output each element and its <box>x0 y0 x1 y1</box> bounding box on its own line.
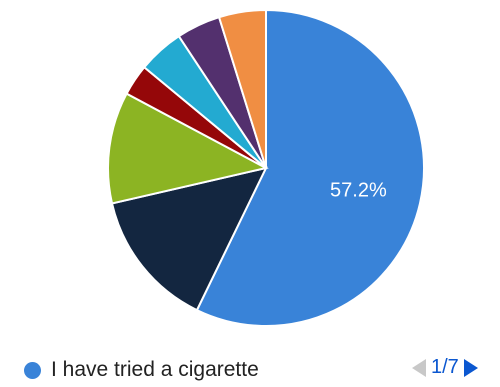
page-indicator: 1/7 <box>431 356 459 378</box>
slice-label-1: 57.2% <box>330 179 387 201</box>
triangle-right-icon[interactable] <box>463 358 478 377</box>
triangle-left-icon[interactable] <box>412 358 426 377</box>
pie-slice-3[interactable] <box>107 92 269 205</box>
pie-slice-1[interactable] <box>195 8 425 327</box>
legend-label: I have tried a cigarette <box>51 358 259 381</box>
legend: I have tried a cigarette <box>24 358 259 382</box>
pie-slice-7[interactable] <box>217 8 267 169</box>
pie-chart-svg: 57.2% <box>107 8 425 327</box>
legend-swatch <box>24 361 41 379</box>
legend-pager: 1/7 <box>412 356 478 379</box>
pie-slice-2[interactable] <box>110 166 268 312</box>
